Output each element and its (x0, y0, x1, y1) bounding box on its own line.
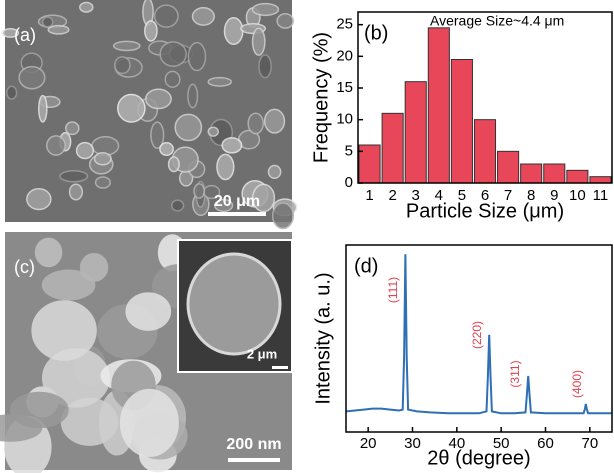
particle (36, 238, 62, 266)
particle (208, 127, 218, 136)
particle (253, 28, 265, 55)
y-tick-label: 15 (336, 79, 353, 96)
particle (208, 78, 231, 87)
particle (225, 18, 243, 44)
y-tick-label: 10 (336, 111, 353, 128)
bar (498, 151, 519, 183)
particle (121, 390, 178, 457)
y-tick-label: 20 (336, 47, 353, 64)
x-tick-label: 2 (388, 187, 396, 204)
bar (544, 164, 565, 183)
particle (7, 86, 17, 99)
particle (48, 26, 69, 34)
x-tick-label: 20 (360, 435, 377, 452)
peak-label: (220) (470, 321, 484, 349)
particle (19, 67, 45, 89)
peak-label: (111) (386, 277, 400, 303)
particle (146, 89, 171, 108)
figure: (a)20 μm(c)200 nm2 μm1234567891011051015… (0, 0, 614, 473)
particle (222, 138, 241, 153)
panel-label: (b) (364, 22, 388, 44)
particle (277, 14, 293, 28)
scale-bar-label: 2 μm (247, 346, 277, 361)
particle (265, 109, 285, 133)
particle (96, 177, 111, 188)
image-label: (c) (14, 257, 35, 277)
image-label: (a) (14, 25, 36, 45)
particle (11, 392, 68, 427)
particle (194, 184, 204, 198)
particle (169, 157, 180, 172)
particle (27, 189, 51, 210)
x-tick-label: 30 (404, 435, 421, 452)
particle (145, 21, 157, 41)
particle (115, 57, 130, 73)
peak-label: (400) (570, 370, 584, 398)
scale-bar (228, 458, 280, 462)
particle (118, 95, 145, 123)
panel-label: (d) (354, 255, 378, 277)
particle (160, 143, 173, 155)
x-tick-label: 1 (365, 187, 373, 204)
particle (39, 96, 47, 122)
particle (126, 293, 170, 330)
particle (269, 165, 281, 178)
particle (160, 42, 186, 66)
peak-label: (311) (508, 360, 522, 387)
particle (95, 153, 111, 165)
particle (252, 4, 278, 16)
particle (77, 143, 94, 159)
particle (43, 270, 95, 300)
y-tick-label: 25 (336, 16, 353, 33)
x-tick-label: 11 (593, 187, 609, 204)
particle (32, 301, 96, 360)
x-axis-title: Particle Size (μm) (406, 200, 564, 222)
bar (382, 113, 403, 183)
y-tick-label: 5 (345, 142, 353, 159)
bar (474, 120, 495, 183)
particle (70, 184, 83, 199)
scale-bar-label: 200 nm (226, 436, 281, 453)
particle (273, 203, 294, 228)
bar (405, 82, 426, 183)
bar (590, 177, 611, 183)
x-tick-label: 70 (581, 435, 598, 452)
bar (567, 170, 588, 183)
particle (188, 43, 205, 71)
particle (217, 154, 234, 179)
particle (259, 55, 271, 78)
particle (60, 171, 87, 182)
particle (248, 113, 263, 133)
particle (188, 84, 198, 107)
x-tick-label: 60 (537, 435, 554, 452)
particle (172, 200, 184, 211)
particle (43, 17, 53, 27)
particle (66, 122, 79, 134)
scale-bar-label: 20 μm (214, 193, 260, 210)
particle (47, 136, 65, 155)
x-tick-label: 10 (569, 187, 586, 204)
annotation: Average Size~4.4 μm (430, 13, 564, 29)
particle (155, 5, 178, 27)
particle (193, 8, 215, 25)
x-axis-title: 2θ (degree) (427, 447, 530, 469)
particle (80, 2, 93, 12)
scale-bar (208, 212, 266, 216)
bar (451, 60, 472, 184)
bar (428, 28, 449, 183)
bar (521, 164, 542, 183)
particle (165, 71, 180, 87)
inset-particle (188, 254, 280, 354)
y-tick-label: 0 (345, 174, 353, 191)
y-axis-title: Intensity (a. u.) (312, 272, 334, 404)
y-axis-title: Frequency (%) (310, 32, 332, 163)
particle (114, 41, 140, 50)
scale-bar (272, 366, 288, 369)
particle (175, 114, 201, 140)
